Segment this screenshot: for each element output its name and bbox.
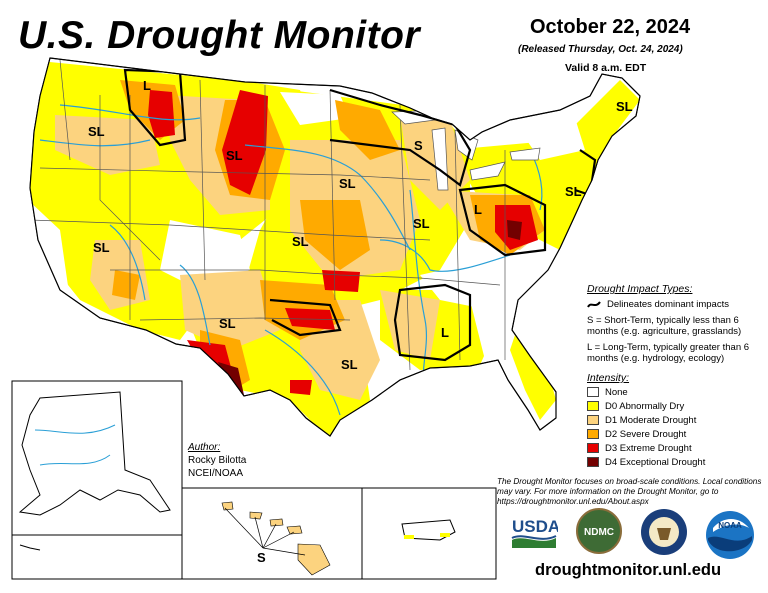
release-date: (Released Thursday, Oct. 24, 2024) bbox=[518, 44, 683, 55]
intensity-heading: Intensity: bbox=[587, 372, 630, 384]
map-label-sl: SL bbox=[616, 99, 633, 114]
conus-map: L SL SL SL S SL SL L SL SL SL SL L SL bbox=[29, 57, 641, 437]
short-term-definition: S = Short-Term, typically less than 6 mo… bbox=[587, 315, 742, 337]
intensity-swatch bbox=[587, 443, 599, 453]
map-label-l: L bbox=[143, 78, 151, 93]
intensity-row: D3 Extreme Drought bbox=[587, 442, 767, 454]
intensity-row: D0 Abnormally Dry bbox=[587, 400, 767, 412]
map-label-sl: SL bbox=[292, 234, 309, 249]
map-label-l: L bbox=[474, 202, 482, 217]
alaska-inset bbox=[11, 380, 183, 580]
map-label-sl: SL bbox=[339, 176, 356, 191]
impact-labels: L SL SL SL S SL SL L SL SL SL SL L SL bbox=[88, 78, 633, 372]
intensity-label: D0 Abnormally Dry bbox=[605, 400, 685, 412]
intensity-swatch bbox=[587, 415, 599, 425]
map-label-sl: SL bbox=[88, 124, 105, 139]
disclaimer-note: The Drought Monitor focuses on broad-sca… bbox=[497, 477, 762, 506]
puerto-rico-inset bbox=[361, 487, 497, 580]
map-label-sl: SL bbox=[413, 216, 430, 231]
noaa-logo: NOAA bbox=[705, 510, 755, 565]
usda-logo: USDA bbox=[510, 514, 560, 557]
intensity-swatch bbox=[587, 387, 599, 397]
usda-logo-text: USDA bbox=[512, 517, 558, 536]
ndmc-logo-text: NDMC bbox=[584, 527, 614, 538]
author-name: Rocky Bilotta bbox=[188, 455, 247, 466]
noaa-logo-text: NOAA bbox=[718, 521, 742, 530]
intensity-label: D2 Severe Drought bbox=[605, 428, 687, 440]
hawaii-inset: S bbox=[181, 487, 363, 580]
intensity-row: D4 Exceptional Drought bbox=[587, 456, 767, 468]
map-label-sl: SL bbox=[341, 357, 358, 372]
intensity-row: D2 Severe Drought bbox=[587, 428, 767, 440]
intensity-list: None D0 Abnormally Dry D1 Moderate Drought… bbox=[587, 386, 767, 468]
site-url[interactable]: droughtmonitor.unl.edu bbox=[535, 561, 722, 579]
intensity-row: D1 Moderate Drought bbox=[587, 414, 767, 426]
impact-line-legend: Delineates dominant impacts bbox=[587, 299, 767, 310]
intensity-label: D3 Extreme Drought bbox=[605, 442, 692, 454]
map-date: October 22, 2024 bbox=[530, 16, 691, 38]
intensity-row: None bbox=[587, 386, 767, 398]
page-title: U.S. Drought Monitor bbox=[18, 14, 421, 57]
long-term-definition: L = Long-Term, typically greater than 6 … bbox=[587, 342, 750, 364]
intensity-label: None bbox=[605, 386, 628, 398]
map-label-sl: SL bbox=[565, 184, 582, 199]
valid-time: Valid 8 a.m. EDT bbox=[565, 62, 647, 74]
author-org: NCEI/NOAA bbox=[188, 468, 244, 479]
impact-line-icon bbox=[587, 300, 601, 308]
map-label-s: S bbox=[414, 138, 423, 153]
ndmc-logo: NDMC bbox=[576, 508, 622, 559]
legend: Drought Impact Types: Delineates dominan… bbox=[587, 283, 767, 468]
map-label-sl: SL bbox=[219, 316, 236, 331]
map-label-sl: SL bbox=[226, 148, 243, 163]
author-block: Author: Rocky Bilotta NCEI/NOAA bbox=[188, 441, 246, 480]
intensity-label: D1 Moderate Drought bbox=[605, 414, 697, 426]
intensity-label: D4 Exceptional Drought bbox=[605, 456, 706, 468]
author-heading: Author: bbox=[188, 442, 221, 453]
impact-lines bbox=[123, 68, 597, 362]
map-label-sl: SL bbox=[93, 240, 110, 255]
impact-types-heading: Drought Impact Types: bbox=[587, 283, 693, 295]
intensity-swatch bbox=[587, 429, 599, 439]
hawaii-label-s: S bbox=[257, 550, 266, 565]
commerce-seal bbox=[640, 508, 688, 561]
intensity-swatch bbox=[587, 401, 599, 411]
intensity-swatch bbox=[587, 457, 599, 467]
map-label-l: L bbox=[441, 325, 449, 340]
impact-line-label: Delineates dominant impacts bbox=[607, 299, 729, 310]
